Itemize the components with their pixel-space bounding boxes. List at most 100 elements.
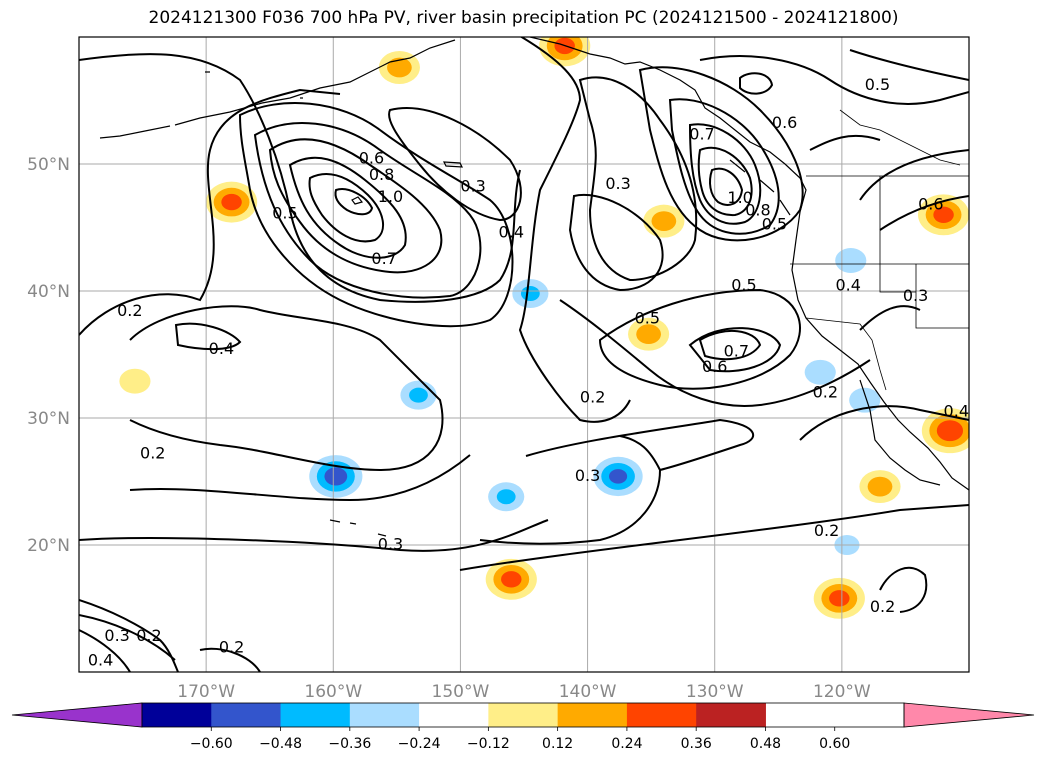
contour-value-label: 0.5 [762,215,787,234]
colorbar-swatch [419,703,489,727]
colorbar-tick-label: −0.60 [190,736,233,752]
contour-value-label: 0.2 [219,638,244,657]
lon-tick-label: 130°W [686,682,744,702]
map-frame [78,36,970,673]
contour-value-label: 0.7 [689,125,714,144]
colorbar-swatch [557,703,628,727]
contour-value-label: 0.4 [835,276,860,295]
contour-value-label: 1.0 [727,188,752,207]
lat-tick-label: 40°N [27,282,70,302]
precip-contour-fill [409,387,428,403]
contour-value-label: 0.8 [745,201,770,220]
precip-negative-region [488,482,525,512]
contour-value-label: 0.4 [944,401,969,420]
precip-negative-region [835,248,867,273]
precip-contour-fill [609,469,628,484]
precip-contour-fill [835,248,867,273]
precip-contour-fill [867,476,893,497]
colorbar-extend-high [903,702,1035,728]
contour-value-label: 0.3 [903,286,928,305]
contour-value-label: 0.2 [870,597,895,616]
colorbar-tick-label: −0.24 [398,736,441,752]
contour-value-label: 0.2 [136,626,161,645]
lat-tick-label: 20°N [27,536,70,556]
colorbar-tick-label: 0.36 [681,736,712,752]
lon-tick-label: 120°W [813,682,871,702]
precip-contour-fill [324,467,348,486]
precip-positive-region [628,317,670,351]
precip-positive-region [378,51,420,84]
contour-value-label: 0.3 [605,174,630,193]
precip-positive-region [119,368,151,394]
contour-value-label: 0.2 [117,301,142,320]
precip-positive-region [813,577,865,619]
precip-contour-fill [829,590,850,607]
contour-value-label: 0.5 [635,309,660,328]
contour-label-layer: 0.20.40.20.50.60.81.00.70.30.40.31.00.80… [88,75,969,669]
contour-value-label: 0.6 [359,149,384,168]
lat-tick-label: 50°N [27,155,70,175]
colorbar-swatch [211,703,282,727]
contour-value-label: 0.7 [371,249,396,268]
contour-value-label: 0.3 [104,626,129,645]
contour-value-label: 0.2 [580,387,605,406]
colorbar-tick-label: 0.60 [819,736,850,752]
contour-value-label: 0.4 [209,339,234,358]
contour-value-label: 0.3 [575,466,600,485]
colorbar-tick-label: −0.36 [328,736,371,752]
contour-value-label: 0.2 [813,382,838,401]
lon-tick-label: 160°W [304,682,362,702]
figure-title: 2024121300 F036 700 hPa PV, river basin … [148,8,899,28]
pv-contours [79,37,969,672]
colorbar-swatch [488,703,559,727]
coastline [99,37,969,537]
precip-positive-region [485,558,537,600]
precip-negative-region [400,380,437,410]
contour-value-label: 0.6 [918,194,943,213]
longitude-tick-labels: 170°W 160°W 150°W 140°W 130°W 120°W [177,682,871,702]
colorbar-swatch [280,703,351,727]
lon-tick-label: 170°W [177,682,235,702]
precip-contour-fill [501,571,522,588]
precip-contour-fill [651,211,677,232]
contour-value-label: 0.4 [88,650,113,669]
precip-positive-region [921,408,969,454]
precip-contour-fill [496,489,516,505]
precip-contour-fill [387,57,412,78]
contour-value-label: 0.8 [369,165,394,184]
contour-value-label: 0.2 [814,521,839,540]
contour-value-label: 1.0 [378,187,403,206]
precip-contour-fill [804,359,836,385]
graticule [79,37,969,672]
colorbar-outline [141,702,905,728]
contour-value-label: 0.7 [724,342,749,361]
colorbar: −0.60 −0.48 −0.36 −0.24 −0.12 0.12 0.24 0.36 0.4… [11,702,1035,752]
contour-value-label: 0.3 [460,177,485,196]
colorbar-tick-label: 0.24 [611,736,642,752]
precip-negative-region [593,456,643,497]
contour-value-label: 0.4 [499,222,524,241]
borders [790,109,969,391]
precip-contour-fill [936,420,964,442]
precip-positive-region [643,204,685,238]
contour-value-label: 0.6 [702,357,727,376]
precip-positive-region [205,181,258,223]
precip-positive-region [917,194,969,236]
precip-contour-fill [119,368,151,394]
colorbar-tick-label: 0.48 [750,736,781,752]
precip-contour-fill [933,206,954,223]
lon-tick-label: 140°W [559,682,617,702]
precip-contour-fill [520,286,540,302]
precip-contour-fill [636,324,661,345]
contour-value-label: 0.6 [772,113,797,132]
colorbar-swatch [626,703,697,727]
precip-positive-region [859,470,901,504]
contour-value-label: 0.2 [140,443,165,462]
colorbar-swatch [696,703,766,727]
latitude-tick-labels: 50°N 40°N 30°N 20°N [27,155,70,556]
colorbar-extend-low [11,702,143,728]
precip-negative-region [309,455,363,498]
contour-value-label: 0.5 [865,75,890,94]
contour-value-label: 0.3 [378,535,403,554]
